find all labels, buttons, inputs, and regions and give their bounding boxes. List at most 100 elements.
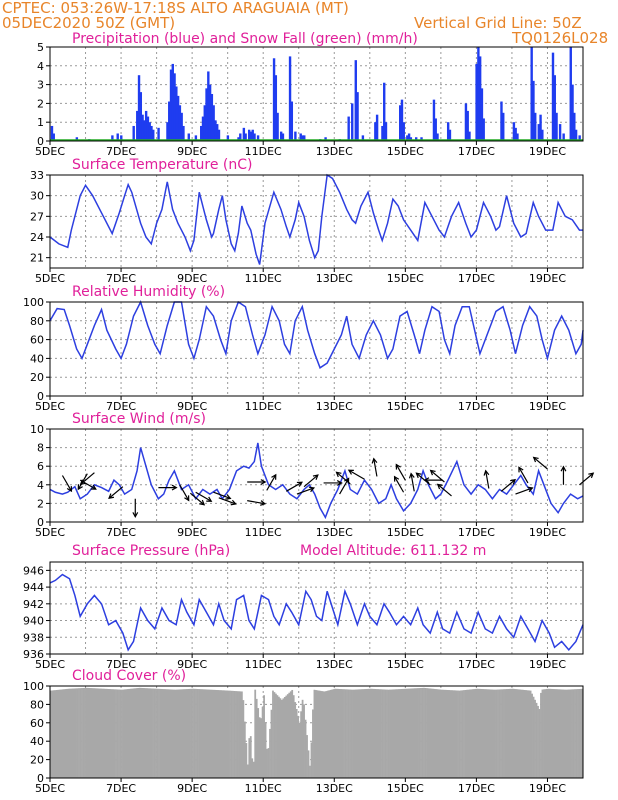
cloud-bar xyxy=(322,691,325,778)
cloud-bar xyxy=(500,689,502,778)
cloud-bar xyxy=(110,689,113,778)
precip-bar xyxy=(402,122,405,141)
cloud-bar xyxy=(140,687,143,778)
x-tick-label: 19DEC xyxy=(529,526,566,539)
cloud-bar xyxy=(464,689,467,778)
cloud-bar xyxy=(169,689,172,778)
precip-bar xyxy=(516,133,519,141)
cloud-bar xyxy=(457,690,459,778)
precip-bar xyxy=(226,135,230,141)
cloud-bar xyxy=(463,690,465,778)
precip-bar xyxy=(446,122,450,141)
cloud-bar xyxy=(519,689,522,778)
cloud-bar xyxy=(55,689,58,778)
wind-arrow xyxy=(395,463,406,481)
y-tick-label: 21 xyxy=(30,252,44,265)
x-tick-label: 11DEC xyxy=(245,782,282,795)
precip-bar xyxy=(384,122,388,141)
precip-bar xyxy=(152,129,155,141)
y-tick-label: 60 xyxy=(30,717,44,730)
cloud-bar xyxy=(166,689,169,778)
panel-1: 0 1 2 3 4 5 5DEC 7DEC 9DEC 11DEC 13DEC 15DEC 17DEC 19… xyxy=(35,31,584,158)
precip-bar xyxy=(381,125,384,141)
cloud-bar xyxy=(232,690,234,778)
cloud-bar xyxy=(492,689,495,778)
cloud-bar xyxy=(350,689,353,778)
cloud-bar xyxy=(81,688,83,778)
cloud-bar xyxy=(115,689,117,778)
panel-3: 0 20 40 60 80 100 5DEC 7DEC 9DEC 11DEC 13DEC 15DEC 1… xyxy=(23,284,584,413)
precip-bar xyxy=(178,105,182,141)
cloud-bar xyxy=(420,687,422,778)
cloud-bar xyxy=(183,689,186,778)
precip-bar xyxy=(432,99,436,141)
y-tick-label: 20 xyxy=(30,371,44,384)
precip-bar xyxy=(143,120,146,141)
y-tick-label: 2 xyxy=(37,97,44,110)
cloud-bar xyxy=(517,689,520,778)
precip-bar xyxy=(436,133,439,141)
cloud-bar xyxy=(254,689,257,778)
cloud-bar xyxy=(553,689,556,778)
precip-bar xyxy=(374,122,377,141)
x-tick-label: 13DEC xyxy=(316,658,353,671)
cloud-bar xyxy=(153,688,156,778)
cloud-bar xyxy=(574,689,576,778)
cloud-bar xyxy=(409,688,412,778)
cloud-bar xyxy=(178,689,181,778)
x-tick-label: 13DEC xyxy=(316,526,353,539)
y-tick-label: 944 xyxy=(23,581,44,594)
precip-bar xyxy=(464,103,468,141)
cloud-bar xyxy=(206,689,209,778)
wind-arrow xyxy=(371,457,378,477)
precip-bar xyxy=(299,133,302,141)
cloud-bar xyxy=(498,689,501,778)
x-tick-label: 19DEC xyxy=(529,145,566,158)
cloud-bar xyxy=(146,688,149,778)
cloud-bar xyxy=(523,689,526,778)
cloud-bar xyxy=(483,689,486,778)
precip-bar xyxy=(201,116,205,141)
wind-arrow xyxy=(61,475,73,493)
precip-bar xyxy=(166,122,169,141)
cloud-bar xyxy=(343,689,345,778)
cloud-bar xyxy=(313,689,316,778)
x-tick-label: 9DEC xyxy=(177,782,207,795)
y-tick-label: 1 xyxy=(37,116,44,129)
wind-arrow xyxy=(347,469,365,480)
x-tick-label: 5DEC xyxy=(35,526,65,539)
cloud-bar xyxy=(480,688,483,778)
x-tick-label: 7DEC xyxy=(106,782,136,795)
precip-bar xyxy=(217,129,221,141)
cloud-bar xyxy=(383,689,385,778)
cloud-bar xyxy=(442,689,445,778)
precip-bar xyxy=(141,114,144,141)
x-tick-label: 11DEC xyxy=(245,658,282,671)
cloud-bar xyxy=(109,689,112,778)
wind-arrow xyxy=(415,472,431,486)
cloud-bar xyxy=(560,689,563,778)
precip-bar xyxy=(414,137,418,141)
cloud-bar xyxy=(353,689,356,778)
cloud-bar xyxy=(443,689,446,778)
cloud-bar xyxy=(433,688,436,778)
precip-bar xyxy=(409,137,413,141)
cloud-bar xyxy=(393,689,396,778)
x-tick-label: 19DEC xyxy=(529,272,566,285)
cloud-bar xyxy=(384,689,387,778)
x-tick-label: 13DEC xyxy=(316,145,353,158)
cloud-bar xyxy=(291,689,294,778)
cloud-bar xyxy=(98,688,101,778)
precip-bar xyxy=(303,135,306,141)
y-tick-label: 33 xyxy=(30,169,44,182)
cloud-bar xyxy=(392,689,394,778)
precip-bar xyxy=(139,92,143,141)
cloud-bar xyxy=(95,688,98,778)
cloud-bar xyxy=(180,689,183,778)
series-line xyxy=(49,173,583,265)
series-line xyxy=(49,299,584,369)
cloud-bar xyxy=(346,689,348,778)
y-tick-label: 27 xyxy=(30,210,44,223)
x-tick-label: 15DEC xyxy=(387,782,424,795)
precip-bar xyxy=(551,52,555,141)
